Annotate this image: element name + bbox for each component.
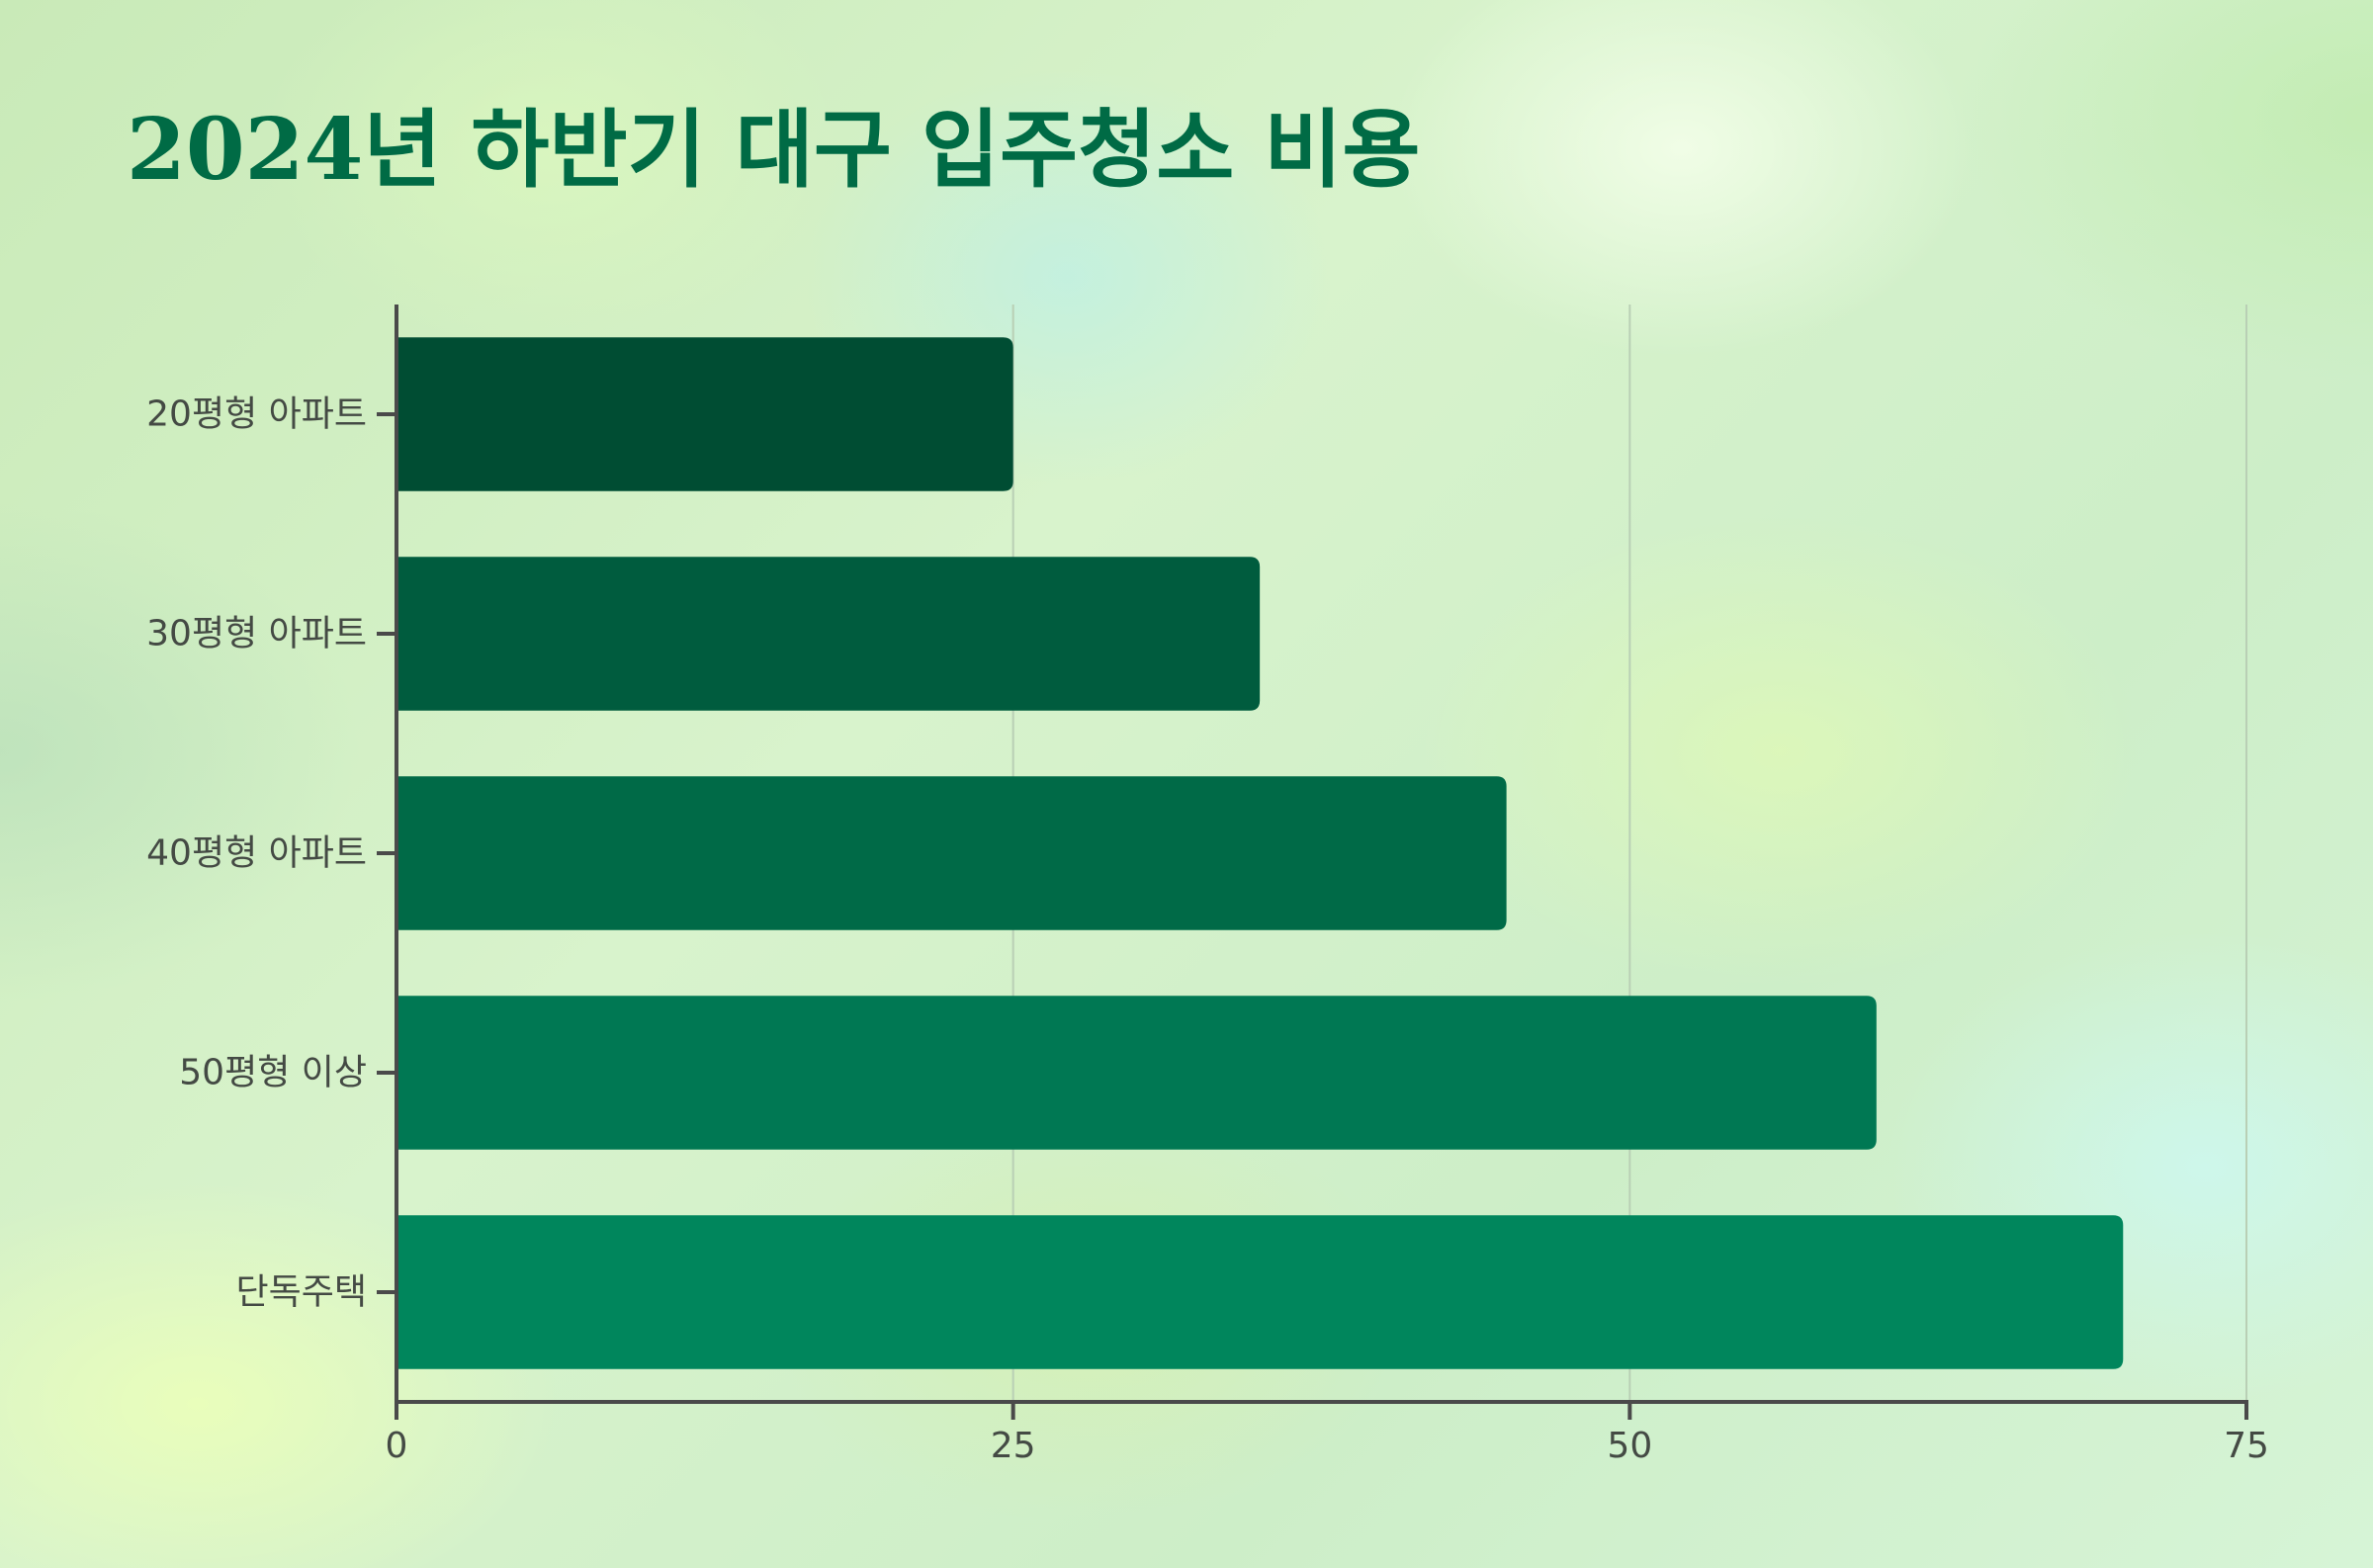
x-tick-label: 25 bbox=[991, 1426, 1036, 1466]
y-tick-label: 50평형 이상 bbox=[179, 1053, 367, 1093]
x-tick-label: 50 bbox=[1607, 1426, 1652, 1466]
axes bbox=[377, 305, 2248, 1420]
chart-title: 2024년 하반기 대구 입주청소 비용 bbox=[127, 100, 1421, 200]
bar bbox=[396, 776, 1507, 930]
bar bbox=[396, 1215, 2124, 1369]
bar bbox=[396, 557, 1261, 711]
bars bbox=[396, 337, 2124, 1369]
y-tick-label: 40평형 아파트 bbox=[146, 833, 367, 874]
y-tick-label: 20평형 아파트 bbox=[146, 394, 367, 435]
y-tick-label: 30평형 아파트 bbox=[146, 614, 367, 654]
x-tick-label: 75 bbox=[2224, 1426, 2269, 1466]
bar bbox=[396, 996, 1877, 1150]
bar bbox=[396, 337, 1013, 491]
x-tick-label: 0 bbox=[386, 1426, 408, 1466]
y-tick-label: 단독주택 bbox=[236, 1272, 367, 1313]
